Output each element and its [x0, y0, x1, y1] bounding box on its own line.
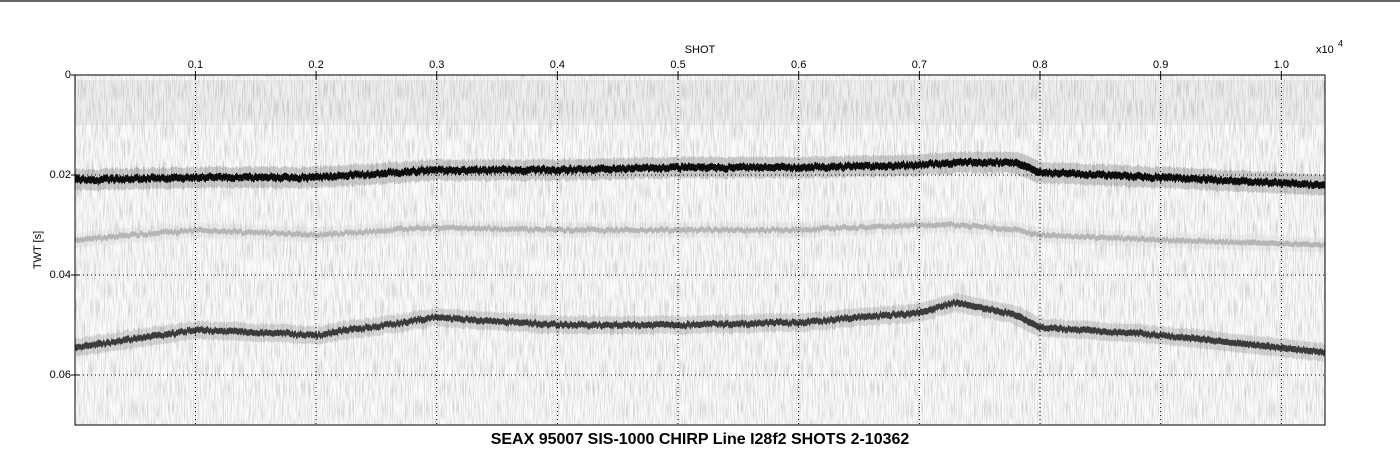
x-tick-label: 0.8 — [1032, 59, 1047, 71]
x-tick-label: 0.4 — [550, 59, 565, 71]
y-tick-label: 0.06 — [50, 369, 71, 381]
y-axis-label: TWT [s] — [32, 231, 44, 269]
y-tick-label: 0.02 — [50, 169, 71, 181]
x-tick-label: 0.7 — [912, 59, 927, 71]
y-tick-label: 0 — [65, 69, 71, 81]
x-tick-label: 0.3 — [429, 59, 444, 71]
x-axis-label: SHOT — [685, 44, 716, 56]
x-tick-label: 0.6 — [791, 59, 806, 71]
x-multiplier-exponent: 4 — [1338, 38, 1343, 48]
x-tick-label: 0.1 — [188, 59, 203, 71]
x-multiplier: x10 — [1316, 44, 1334, 56]
y-tick-label: 0.04 — [50, 269, 71, 281]
plot-frame — [74, 74, 1326, 426]
x-tick-label: 0.9 — [1153, 59, 1168, 71]
plot-area — [75, 75, 1325, 425]
x-tick-label: 1.0 — [1274, 59, 1289, 71]
x-tick-label: 0.5 — [670, 59, 685, 71]
texture — [75, 75, 1325, 425]
x-tick-label: 0.2 — [308, 59, 323, 71]
chart-title: SEAX 95007 SIS-1000 CHIRP Line I28f2 SHO… — [491, 431, 910, 448]
